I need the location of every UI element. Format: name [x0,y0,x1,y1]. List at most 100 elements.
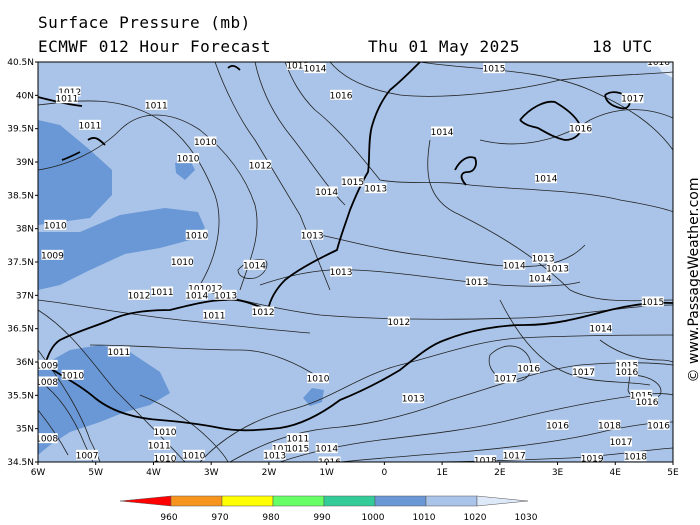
isobar-label-text: 1012 [272,445,295,455]
isobar-label: 1010 [154,426,177,438]
isobar-label: 1012 [200,283,223,295]
isobar-label: 1015 [630,389,653,401]
lat-tick-label: 39N [16,158,34,168]
pressure-zone-low-west [38,208,205,290]
isobar-label: 1013 [532,253,555,265]
isobar-label: 1014 [529,273,552,285]
legend-tick-label: 960 [160,513,177,523]
isobar-label-text: 1011 [203,311,226,321]
isobar-label: 1016 [647,58,670,68]
legend-swatch [374,495,427,507]
isobar-label-bg [185,229,208,240]
isobar-label: 1017 [494,373,517,385]
lat-tick-label: 36.5N [7,325,34,335]
isobar-label-text: 1011 [55,95,78,105]
isobar-label-bg [252,306,275,317]
isobar-label-text: 1016 [647,58,670,68]
site-watermark: © www.PassageWeather.com [686,177,700,382]
legend-tick-label: 980 [262,513,279,523]
isobar-label-text: 1011 [148,441,171,451]
longitude-axis: 6W 5W 4W 3W 2W 1W 0 1E 2E 3E 4E 5E [31,462,679,478]
isobar-label-bg [483,63,506,74]
isobar-label-text: 1008 [35,435,58,445]
legend-tick-label: 1020 [464,513,487,523]
isobar-label: 1016 [318,456,341,468]
legend-tick-label: 970 [211,513,228,523]
isobar-label-text: 1014 [315,188,338,198]
isobar-label: 1011 [151,286,174,298]
isobar-label: 1012 [387,316,410,328]
isobar-label: 1017 [572,366,595,378]
isobar-label: 1010 [182,449,206,461]
isobar-label-text: 1010 [177,155,200,165]
isobar-label-bg [503,449,526,460]
isobar-label: 1018 [474,455,497,467]
isobar-label-bg [243,259,266,270]
isobar-label-text: 1018 [624,453,647,463]
isobar-label: 1011 [203,309,226,321]
legend-tick-label: 1010 [413,513,436,523]
isobar-label: 1013 [214,289,237,301]
isobar-label: 1013 [465,276,488,288]
isobar-label-bg [78,119,101,130]
isobar-label-text: 1014 [589,325,612,335]
model-forecast-label: ECMWF 012 Hour Forecast [38,37,272,56]
isobar-label-bg [341,176,364,187]
isobar-label: 1012 [272,443,295,455]
isobar-label: 1016 [569,123,592,135]
lon-tick-label: 1E [436,468,448,478]
isobar-label-bg [546,419,569,430]
isobar-label-bg [145,99,168,110]
isobar-label-bg [306,373,329,384]
isobar-label-text: 1015 [630,391,653,401]
legend-tick-label: 990 [313,513,330,523]
isobar-label: 1012 [249,159,272,171]
lon-tick-label: 5E [667,468,679,478]
legend-swatch [323,495,376,507]
isobar-label-bg [641,296,664,307]
isobar-label-bg [107,346,130,357]
isobar-label-text: 1007 [76,451,99,461]
lat-tick-label: 35N [16,425,34,435]
isobar-label-text: 1015 [286,445,309,455]
lon-tick-label: 0 [381,468,387,478]
isobar-label-text: 1015 [483,65,506,75]
isobar-label-bg [598,419,621,430]
isobar-label-text: 1017 [494,375,517,385]
isobar-label-text: 1017 [621,95,644,105]
lon-tick-label: 6W [31,468,46,478]
isobar-label-text: 1016 [517,365,540,375]
isobar-label: 1014 [431,126,454,138]
isobar-label-bg [263,449,286,460]
lon-tick-label: 2W [262,468,277,478]
lat-tick-label: 40.5N [7,58,34,68]
isobar-label-bg [203,309,226,320]
isobar-label-text: 1014 [185,291,208,301]
isobar-label-bg [200,283,223,294]
isobar-label-text: 1016 [318,458,341,468]
isobar-label-text: 1010 [154,428,177,438]
isobar-label: 1011 [148,439,171,451]
isobar-label-bg [44,219,67,230]
isobar-label-text: 1016 [546,421,569,431]
isobar-label: 1016 [546,419,569,431]
isobar-label-bg [503,259,526,270]
isobar-label: 1015 [286,62,309,71]
isobar-label-text: 1015 [341,178,364,188]
isobar-label-bg [182,449,205,460]
isobar-label-bg [154,453,176,462]
isobar-label-text: 1018 [474,457,497,467]
lon-tick-label: 4W [146,468,161,478]
isobar-label-text: 1014 [503,261,526,271]
isobar-label-bg [58,86,81,97]
lat-tick-label: 39.5N [7,125,34,135]
forecast-time: 18 UTC [592,37,653,56]
isobar-label: 1016 [647,419,670,431]
isobar-label-bg [214,289,237,300]
isobar-label: 1010 [307,373,330,385]
isobar-label-text: 1012 [58,88,81,98]
isobar-label-bg [494,373,517,384]
lon-tick-label: 5W [88,468,103,478]
coastline [38,62,673,432]
isobar-label-bg [318,456,341,462]
